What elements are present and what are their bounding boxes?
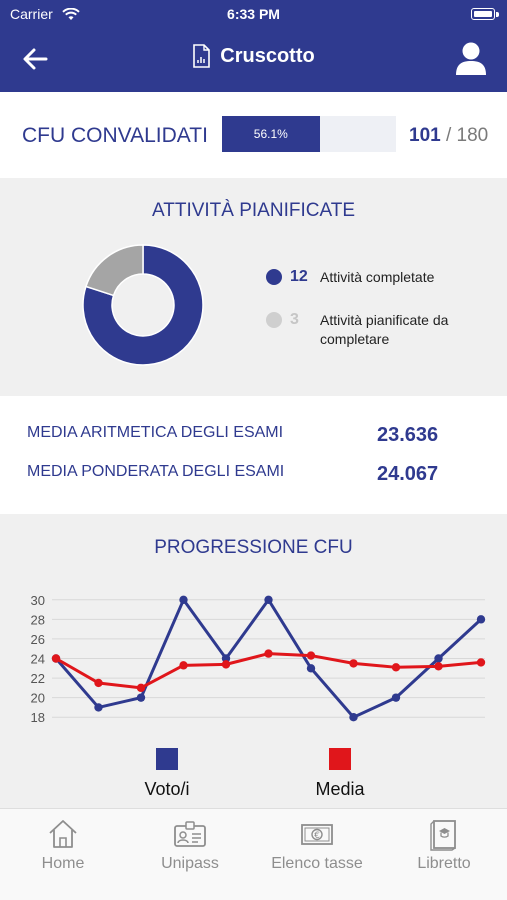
attivita-section: ATTIVITÀ PIANIFICATE 12 Attività complet…: [0, 178, 507, 396]
app-header: Carrier 6:33 PM Cruscotto: [0, 0, 507, 92]
data-point-media: [306, 651, 316, 660]
donut-slice-planned: [84, 244, 144, 297]
data-point-voto: [221, 654, 231, 663]
tab-unipass-label: Unipass: [161, 855, 219, 872]
completed-count: 12: [290, 268, 308, 285]
y-tick-label: 28: [31, 612, 45, 627]
chart-title: PROGRESSIONE CFU: [154, 537, 353, 558]
planned-label: Attività pianificate da completare: [320, 312, 449, 347]
euro-bill-icon: €: [301, 824, 333, 845]
y-tick-label: 24: [31, 652, 45, 667]
user-profile-icon[interactable]: [455, 42, 487, 76]
data-point-voto: [476, 615, 486, 624]
cfu-label: CFU CONVALIDATI: [22, 124, 208, 147]
activities-donut-chart: [82, 244, 204, 366]
y-tick-label: 18: [31, 710, 45, 725]
tab-libretto-label: Libretto: [417, 855, 471, 872]
media-ponderata-label: MEDIA PONDERATA DEGLI ESAMI: [27, 463, 285, 480]
donut-slice-completed: [82, 244, 204, 366]
data-point-media: [349, 659, 358, 668]
page-title: Cruscotto: [220, 44, 315, 67]
status-time: 6:33 PM: [227, 6, 280, 22]
data-point-voto: [94, 703, 103, 712]
carrier-label: Carrier: [10, 6, 53, 22]
data-point-voto: [306, 664, 316, 673]
planned-count: 3: [290, 311, 299, 328]
id-card-icon: [174, 821, 206, 847]
cfu-section: CFU CONVALIDATI 56.1% 101 / 180: [0, 92, 507, 178]
data-point-media: [476, 658, 486, 667]
cfu-progress-bar: 56.1%: [222, 116, 396, 152]
cfu-total: / 180: [440, 125, 489, 146]
progressione-section: PROGRESSIONE CFU 30 28 26 24 22 20 18 Voto/i Med…: [0, 514, 507, 808]
y-tick-label: 20: [31, 691, 45, 706]
document-icon: [193, 44, 211, 68]
data-point-voto: [264, 595, 273, 604]
data-point-voto: [136, 693, 146, 702]
y-tick-label: 22: [31, 671, 45, 686]
status-bar: Carrier 6:33 PM: [0, 6, 507, 26]
legend-swatch-media: [329, 748, 351, 770]
tab-home[interactable]: Home: [0, 809, 126, 900]
planned-dot-icon: [266, 312, 282, 328]
home-icon: [49, 820, 77, 848]
tab-elenco-tasse-label: Elenco tasse: [271, 855, 363, 872]
medie-section: MEDIA ARITMETICA DEGLI ESAMI 23.636 MEDI…: [0, 396, 507, 514]
data-point-media: [51, 654, 61, 663]
data-point-media: [179, 661, 188, 670]
completed-label: Attività completate: [320, 269, 435, 285]
y-tick-label: 30: [31, 593, 45, 608]
cfu-count: 101 / 180: [409, 125, 488, 147]
data-point-media: [434, 662, 443, 671]
wifi-icon: [62, 8, 80, 20]
legend-swatch-voto: [156, 748, 178, 770]
back-arrow-icon[interactable]: [20, 44, 50, 74]
tab-home-label: Home: [41, 855, 85, 872]
data-point-voto: [349, 713, 358, 722]
tab-bar: Home Unipass € Elenco tasse Libretto: [0, 808, 507, 900]
data-point-voto: [391, 693, 401, 702]
legend-label-voto: Voto/i: [144, 779, 189, 799]
data-point-media: [391, 663, 401, 672]
legend-label-media: Media: [315, 779, 365, 799]
legend-completed: 12 Attività completate: [266, 268, 495, 287]
data-point-media: [94, 678, 103, 688]
legend-planned: 3 Attività pianificate da completare: [266, 311, 495, 349]
tab-unipass[interactable]: Unipass: [127, 809, 253, 900]
completed-dot-icon: [266, 269, 282, 285]
data-point-voto: [179, 595, 188, 604]
data-point-media: [221, 660, 231, 669]
data-point-voto: [434, 654, 443, 663]
data-point-media: [264, 649, 273, 658]
cfu-progress-fill: 56.1%: [222, 116, 320, 152]
battery-icon: [471, 8, 495, 20]
media-aritmetica-label: MEDIA ARITMETICA DEGLI ESAMI: [27, 424, 284, 441]
tab-elenco-tasse[interactable]: € Elenco tasse: [254, 809, 380, 900]
progressione-line-chart: 30 28 26 24 22 20 18 Voto/i Media: [31, 593, 486, 799]
attivita-title: ATTIVITÀ PIANIFICATE: [151, 200, 356, 221]
cfu-done: 101: [409, 125, 441, 146]
data-point-media: [136, 683, 146, 693]
media-aritmetica-value: 23.636: [377, 424, 439, 446]
booklet-icon: [430, 820, 456, 851]
tab-libretto[interactable]: Libretto: [381, 809, 507, 900]
media-ponderata-value: 24.067: [377, 463, 439, 485]
y-tick-label: 26: [31, 632, 45, 647]
svg-text:€: €: [314, 831, 320, 841]
